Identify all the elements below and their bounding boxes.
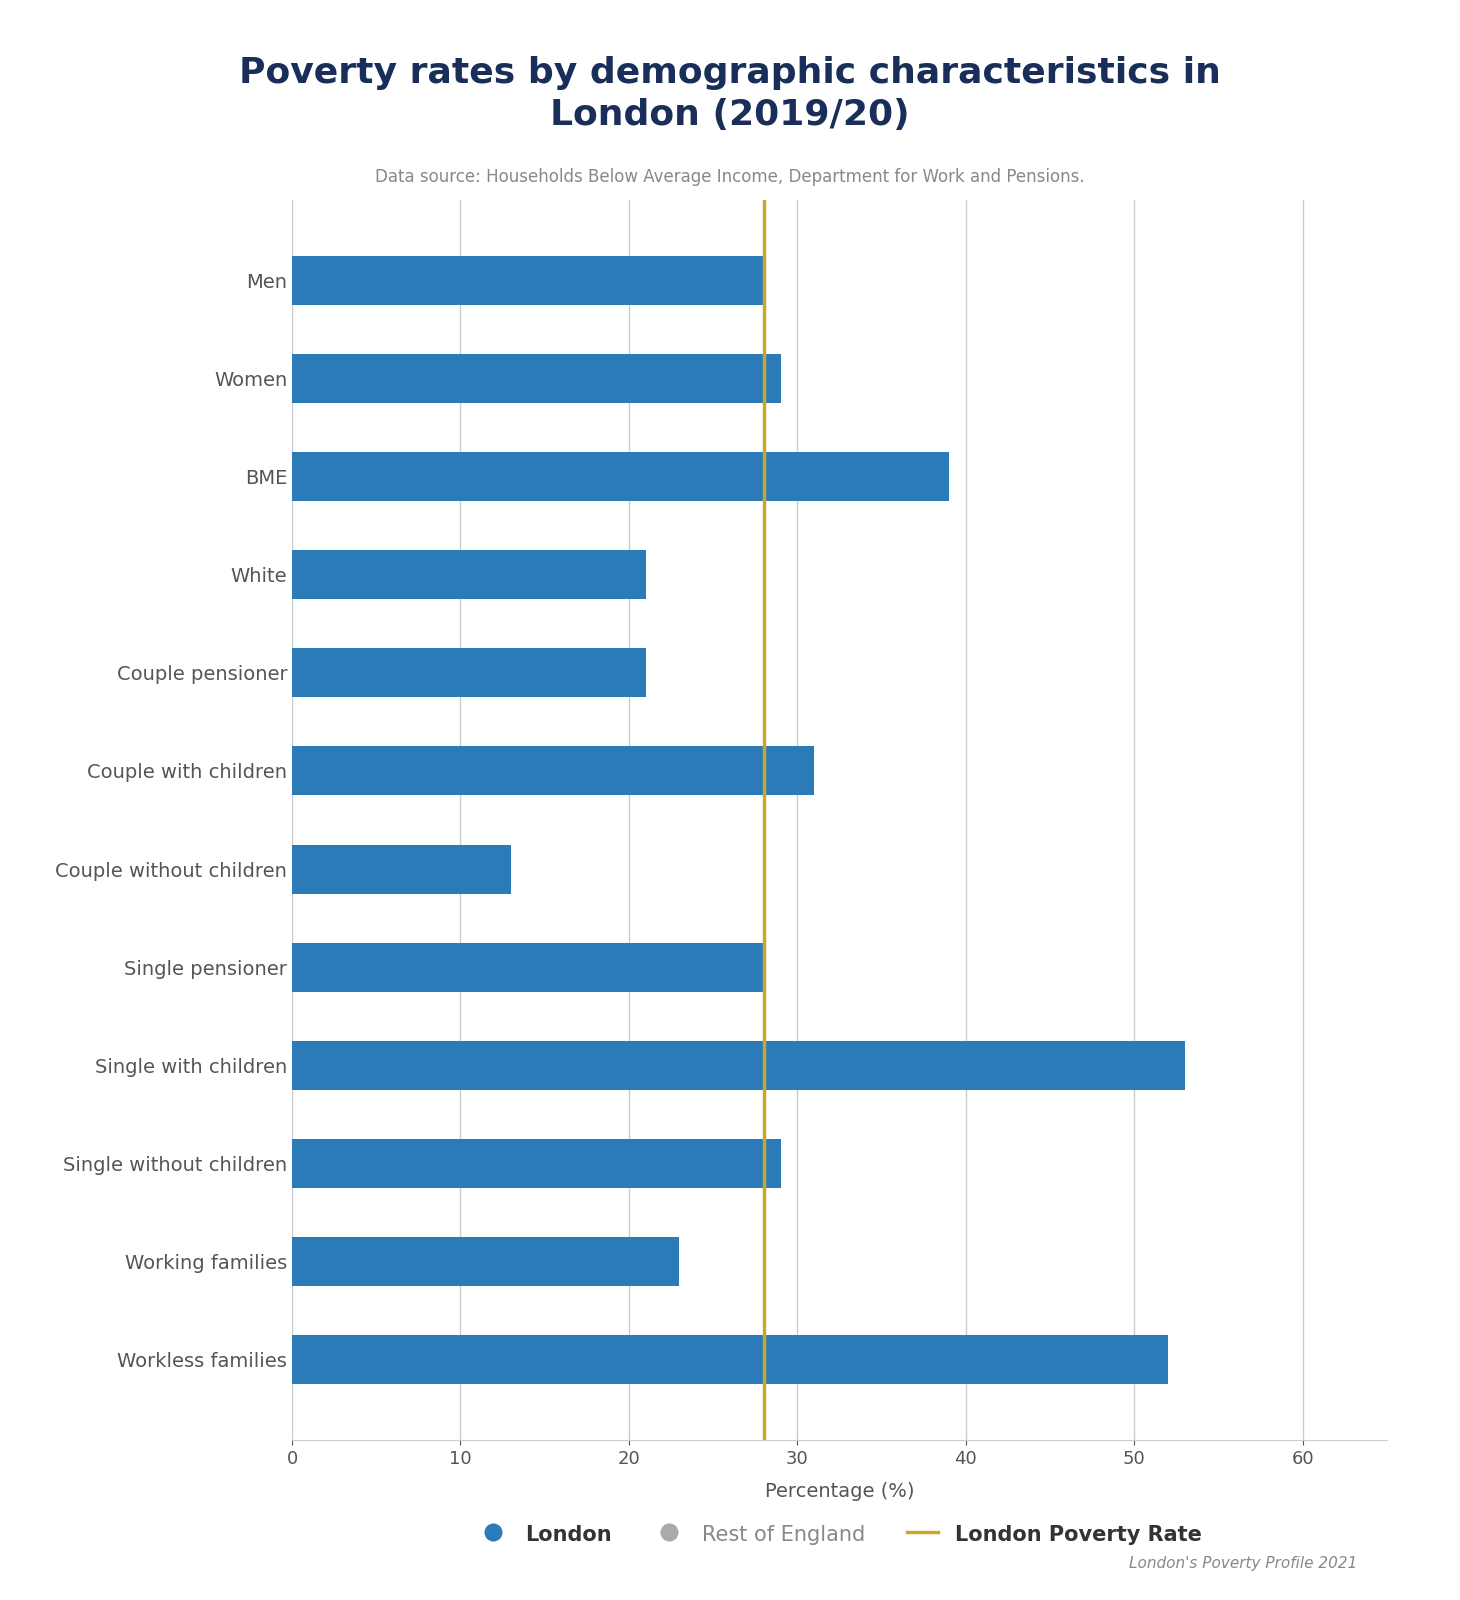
Bar xyxy=(292,1334,1168,1384)
Bar xyxy=(292,845,511,893)
Bar xyxy=(292,354,781,403)
Bar xyxy=(292,550,645,600)
Text: Data source: Households Below Average Income, Department for Work and Pensions.: Data source: Households Below Average In… xyxy=(375,168,1085,186)
X-axis label: Percentage (%): Percentage (%) xyxy=(765,1482,914,1501)
Bar xyxy=(292,648,645,698)
Bar xyxy=(292,1040,1186,1090)
Text: Poverty rates by demographic characteristics in
London (2019/20): Poverty rates by demographic characteris… xyxy=(239,56,1221,133)
Bar xyxy=(292,1139,781,1187)
Bar xyxy=(292,942,764,992)
Bar xyxy=(292,1237,679,1286)
Bar xyxy=(292,256,764,306)
Legend: London, Rest of England, London Poverty Rate: London, Rest of England, London Poverty … xyxy=(469,1515,1210,1554)
Bar xyxy=(292,453,949,501)
Text: London's Poverty Profile 2021: London's Poverty Profile 2021 xyxy=(1130,1557,1358,1571)
Bar xyxy=(292,747,815,795)
